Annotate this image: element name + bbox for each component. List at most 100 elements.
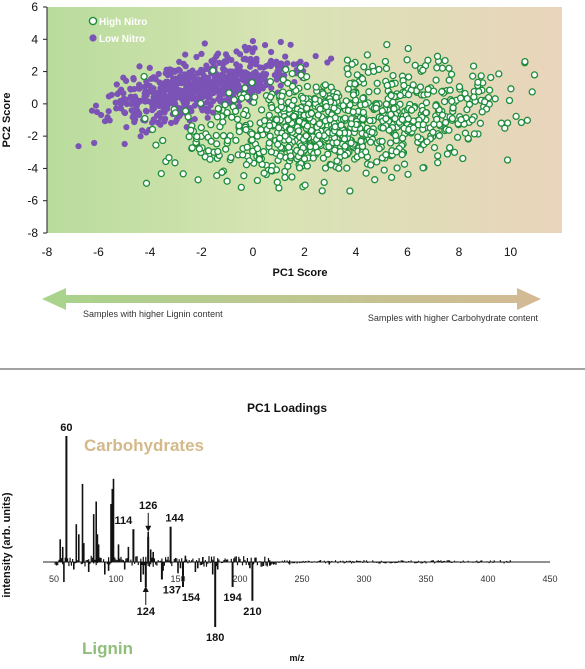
loading-bar bbox=[344, 562, 345, 563]
loading-bar bbox=[451, 562, 452, 563]
loading-bar bbox=[239, 559, 240, 562]
high-nitro-point bbox=[524, 117, 530, 123]
high-nitro-point bbox=[364, 52, 370, 58]
high-nitro-point bbox=[430, 129, 436, 135]
loading-bar bbox=[56, 562, 57, 566]
loading-bar bbox=[509, 562, 510, 563]
high-nitro-point bbox=[379, 108, 385, 114]
y-axis-title: PC2 Score bbox=[1, 92, 13, 147]
loading-bar bbox=[170, 562, 171, 563]
high-nitro-point bbox=[186, 134, 192, 140]
high-nitro-point bbox=[450, 105, 456, 111]
high-nitro-point bbox=[158, 171, 164, 177]
loading-bar bbox=[269, 562, 271, 566]
low-nitro-point bbox=[216, 60, 222, 66]
loading-bar bbox=[207, 562, 208, 564]
legend-high-nitro-marker bbox=[89, 17, 96, 24]
low-nitro-point bbox=[200, 78, 206, 84]
loading-bar bbox=[346, 561, 347, 562]
high-nitro-point bbox=[160, 138, 166, 144]
low-nitro-point bbox=[136, 63, 142, 69]
high-nitro-point bbox=[374, 80, 380, 86]
high-nitro-point bbox=[342, 136, 348, 142]
high-nitro-point bbox=[467, 101, 473, 107]
loading-bar bbox=[143, 562, 145, 575]
loading-bar bbox=[151, 558, 152, 562]
loading-bar bbox=[331, 561, 332, 562]
high-nitro-point bbox=[195, 177, 201, 183]
loading-bar bbox=[63, 562, 65, 582]
low-nitro-point bbox=[143, 108, 149, 114]
loading-bar bbox=[156, 562, 157, 566]
high-nitro-point bbox=[360, 116, 366, 122]
loading-bar bbox=[273, 562, 274, 565]
high-nitro-point bbox=[302, 182, 308, 188]
loading-bar bbox=[425, 562, 426, 564]
x-tick-label: 8 bbox=[456, 245, 463, 259]
high-nitro-point bbox=[508, 86, 514, 92]
high-nitro-point bbox=[362, 101, 368, 107]
loading-bar bbox=[127, 558, 128, 562]
high-nitro-point bbox=[321, 179, 327, 185]
loading-bar bbox=[179, 559, 180, 562]
loading-bar bbox=[341, 562, 342, 563]
loading-bar bbox=[86, 560, 87, 562]
loading-bar bbox=[289, 560, 290, 562]
low-nitro-point bbox=[160, 98, 166, 104]
high-nitro-point bbox=[282, 169, 288, 175]
loading-bar bbox=[294, 562, 295, 563]
lignin-label: Lignin bbox=[82, 639, 133, 658]
high-nitro-point bbox=[198, 125, 204, 131]
peak-label-126: 126 bbox=[139, 500, 157, 512]
low-nitro-point bbox=[120, 90, 126, 96]
loading-bar bbox=[358, 561, 359, 562]
low-nitro-point bbox=[190, 73, 196, 79]
loading-bar bbox=[324, 561, 325, 562]
low-nitro-point bbox=[168, 71, 174, 77]
loading-bar bbox=[103, 559, 104, 562]
low-nitro-point bbox=[204, 99, 210, 105]
high-nitro-point bbox=[224, 110, 230, 116]
high-nitro-point bbox=[298, 150, 304, 156]
low-nitro-point bbox=[91, 140, 97, 146]
low-nitro-point bbox=[143, 88, 149, 94]
high-nitro-point bbox=[405, 171, 411, 177]
loading-bar bbox=[373, 562, 374, 563]
loading-bar bbox=[62, 562, 63, 564]
high-nitro-point bbox=[322, 82, 328, 88]
y-tick-label: -6 bbox=[27, 194, 38, 208]
low-nitro-point bbox=[177, 87, 183, 93]
high-nitro-point bbox=[401, 83, 407, 89]
high-nitro-point bbox=[297, 165, 303, 171]
loading-bar bbox=[77, 560, 78, 562]
peak-label-60: 60 bbox=[60, 422, 72, 434]
mz-tick-label: 400 bbox=[480, 574, 495, 584]
loading-bar bbox=[93, 514, 95, 562]
loading-bar bbox=[292, 562, 293, 563]
loading-bar bbox=[200, 562, 201, 565]
low-nitro-point bbox=[147, 65, 153, 71]
low-nitro-point bbox=[89, 108, 95, 114]
loading-bar bbox=[460, 562, 461, 563]
high-nitro-point bbox=[189, 145, 195, 151]
loading-bar bbox=[381, 561, 382, 562]
loading-bar bbox=[243, 556, 244, 562]
low-nitro-point bbox=[131, 76, 137, 82]
loading-bar bbox=[141, 562, 142, 565]
high-nitro-point bbox=[482, 99, 488, 105]
peak-label-194: 194 bbox=[223, 592, 242, 604]
loading-bar-126 bbox=[147, 537, 149, 562]
loading-bar bbox=[113, 557, 114, 562]
loading-bar bbox=[287, 561, 288, 563]
loading-bar bbox=[241, 562, 242, 563]
loading-bar bbox=[149, 562, 150, 567]
loading-bar bbox=[385, 562, 386, 563]
loading-bar bbox=[184, 561, 185, 562]
low-nitro-point bbox=[98, 112, 104, 118]
high-nitro-point bbox=[345, 71, 351, 77]
high-nitro-point bbox=[283, 67, 289, 73]
loading-bar bbox=[454, 561, 455, 562]
loading-bar bbox=[356, 560, 357, 562]
high-nitro-point bbox=[447, 145, 453, 151]
